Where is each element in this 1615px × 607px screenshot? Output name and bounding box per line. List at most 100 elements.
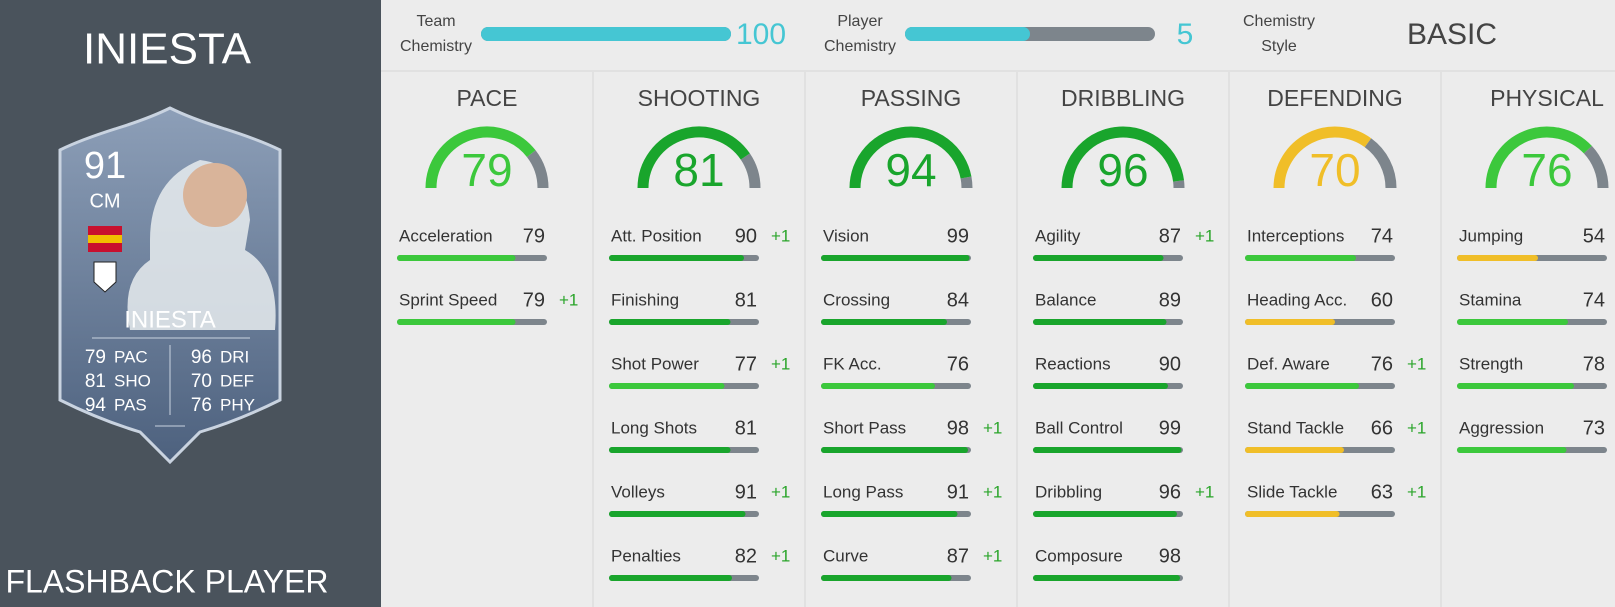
- stat-value: 81: [735, 417, 757, 439]
- stat-value: 98: [1159, 545, 1181, 567]
- card-stat-value: 79: [85, 347, 106, 368]
- stat-bar: [1457, 383, 1574, 389]
- stat-bar: [1245, 383, 1359, 389]
- stat-value: 74: [1583, 289, 1605, 311]
- stat-bar: [609, 383, 725, 389]
- gauge-track: [1583, 145, 1609, 189]
- gauge-value: 94: [885, 144, 936, 196]
- card-position: CM: [89, 190, 120, 212]
- chemistry-bar: [905, 27, 1030, 41]
- stat-name: Vision: [823, 226, 869, 245]
- stat-value: 73: [1583, 417, 1605, 439]
- stat-bonus: +1: [1407, 418, 1426, 437]
- card-stat-label: DRI: [220, 347, 249, 366]
- card-stat-label: PAS: [114, 395, 147, 414]
- chemistry-bar: [481, 27, 731, 41]
- stat-bar: [1033, 575, 1180, 581]
- stat-bar: [821, 575, 952, 581]
- chemistry-label: Chemistry: [824, 38, 896, 55]
- stat-name: Short Pass: [823, 418, 906, 437]
- stat-value: 99: [1159, 417, 1181, 439]
- stat-name: Stand Tackle: [1247, 418, 1344, 437]
- gauge-arc: [849, 126, 972, 189]
- card-name: INIESTA: [124, 306, 216, 333]
- stat-bonus: +1: [771, 354, 790, 373]
- stat-bar: [1245, 447, 1344, 453]
- stat-name: Sprint Speed: [399, 290, 497, 309]
- card-stat-value: 96: [191, 347, 212, 368]
- stat-value: 90: [1159, 353, 1181, 375]
- stat-bar: [821, 319, 947, 325]
- stat-name: Agility: [1035, 226, 1081, 245]
- stat-name: Heading Acc.: [1247, 290, 1347, 309]
- category-name: DRIBBLING: [1061, 85, 1185, 111]
- stat-bar: [1033, 383, 1168, 389]
- stat-value: 82: [735, 545, 757, 567]
- stat-bar: [397, 255, 516, 261]
- stat-name: Stamina: [1459, 290, 1522, 309]
- flag: [88, 235, 122, 243]
- gauge-arc: [425, 126, 536, 189]
- gauge-arc: [637, 126, 750, 189]
- stat-bar: [609, 511, 746, 517]
- stat-bar: [821, 383, 935, 389]
- stat-bonus: +1: [983, 546, 1002, 565]
- stat-name: Long Pass: [823, 482, 903, 501]
- stat-name: Crossing: [823, 290, 890, 309]
- stat-value: 99: [947, 225, 969, 247]
- stat-name: Att. Position: [611, 226, 702, 245]
- stat-bar: [609, 255, 744, 261]
- card-type: FLASHBACK PLAYER: [5, 563, 328, 599]
- stat-value: 79: [523, 225, 545, 247]
- stat-name: Volleys: [611, 482, 665, 501]
- card-stat-value: 81: [85, 371, 106, 392]
- stat-bar: [1033, 319, 1167, 325]
- stat-value: 76: [1371, 353, 1393, 375]
- gauge-value: 70: [1309, 144, 1360, 196]
- stat-bonus: +1: [1195, 482, 1214, 501]
- category-name: SHOOTING: [638, 85, 761, 111]
- stat-name: Finishing: [611, 290, 679, 309]
- stat-value: 90: [735, 225, 757, 247]
- card-stat-label: PAC: [114, 347, 148, 366]
- stat-bar: [821, 255, 970, 261]
- stat-value: 60: [1371, 289, 1393, 311]
- chemistry-style: BASIC: [1407, 18, 1497, 51]
- gauge-arc: [1273, 126, 1372, 189]
- stat-value: 91: [947, 481, 969, 503]
- gauge-arc: [1061, 126, 1185, 189]
- stat-value: 96: [1159, 481, 1181, 503]
- stat-bar: [1457, 255, 1538, 261]
- gauge-track: [740, 153, 761, 189]
- stat-bonus: +1: [1407, 482, 1426, 501]
- stat-bar: [1033, 255, 1164, 261]
- gauge-value: 76: [1521, 144, 1572, 196]
- category-name: PHYSICAL: [1490, 85, 1604, 111]
- stat-bar: [1457, 319, 1568, 325]
- stat-name: Jumping: [1459, 226, 1523, 245]
- stat-value: 78: [1583, 353, 1605, 375]
- stat-bonus: +1: [983, 418, 1002, 437]
- stat-bar: [821, 447, 968, 453]
- stat-bar: [1457, 447, 1567, 453]
- stat-value: 91: [735, 481, 757, 503]
- category-name: DEFENDING: [1267, 85, 1402, 111]
- stat-name: Curve: [823, 546, 868, 565]
- chemistry-value: 100: [736, 18, 786, 51]
- club-badge: [93, 261, 117, 293]
- card-rating: 91: [84, 145, 126, 187]
- stat-name: Slide Tackle: [1247, 482, 1337, 501]
- card-stat-label: SHO: [114, 371, 151, 390]
- stat-bar: [1033, 447, 1182, 453]
- stat-value: 81: [735, 289, 757, 311]
- card-stat-label: PHY: [220, 395, 255, 414]
- stat-name: Shot Power: [611, 354, 699, 373]
- stat-name: Composure: [1035, 546, 1123, 565]
- stat-bonus: +1: [771, 546, 790, 565]
- stat-value: 79: [523, 289, 545, 311]
- stat-value: 87: [947, 545, 969, 567]
- stat-value: 74: [1371, 225, 1393, 247]
- stat-bonus: +1: [771, 226, 790, 245]
- stat-name: Strength: [1459, 354, 1523, 373]
